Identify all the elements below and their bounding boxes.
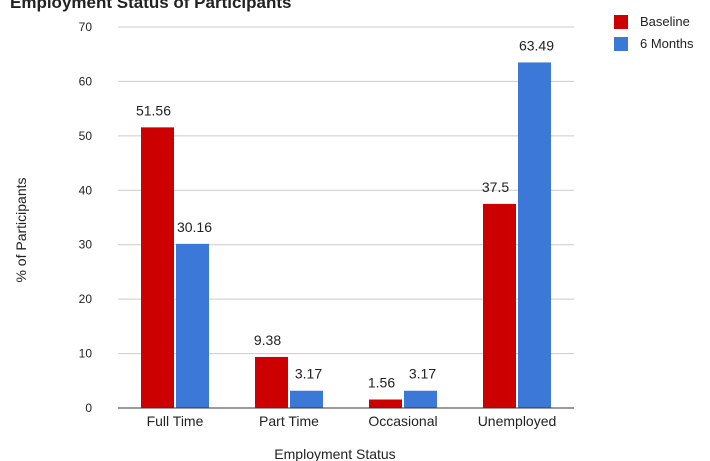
y-axis-title: % of Participants xyxy=(13,177,29,282)
legend: Baseline 6 Months xyxy=(614,14,694,51)
bar-6-months xyxy=(404,390,437,408)
y-tick-label: 10 xyxy=(79,347,93,361)
y-tick-label: 50 xyxy=(79,129,93,143)
bar-baseline xyxy=(141,127,174,409)
x-category-label: Occasional xyxy=(368,413,437,429)
legend-label: Baseline xyxy=(640,14,690,29)
bar-baseline xyxy=(483,203,516,408)
y-tick-label: 20 xyxy=(79,292,93,306)
y-tick-label: 70 xyxy=(79,20,93,34)
data-labels: 51.56 30.16 9.38 3.17 1.56 3.17 37.5 63.49 xyxy=(136,37,554,390)
bar-baseline xyxy=(255,356,288,408)
legend-swatch xyxy=(614,15,628,29)
bars xyxy=(141,62,551,409)
data-label: 1.56 xyxy=(368,375,395,391)
chart-title: Employment Status of Participants xyxy=(10,0,292,12)
x-category-label: Part Time xyxy=(259,413,319,429)
legend-swatch xyxy=(614,37,628,51)
x-axis-title: Employment Status xyxy=(274,446,395,461)
y-tick-label: 60 xyxy=(79,74,93,88)
y-tick-label: 0 xyxy=(85,401,92,415)
data-label: 3.17 xyxy=(409,366,436,382)
bar-6-months xyxy=(518,62,551,409)
bar-6-months xyxy=(290,390,323,408)
data-label: 3.17 xyxy=(295,366,322,382)
data-label: 9.38 xyxy=(254,332,281,348)
legend-label: 6 Months xyxy=(640,36,694,51)
data-label: 30.16 xyxy=(177,219,212,235)
bar-6-months xyxy=(176,243,209,408)
bar-baseline xyxy=(369,399,402,408)
y-tick-label: 40 xyxy=(79,183,93,197)
y-axis-ticks: 0 10 20 30 40 50 60 70 xyxy=(79,20,93,415)
x-axis-categories: Full Time Part Time Occasional Unemployed xyxy=(147,413,557,429)
x-category-label: Full Time xyxy=(147,413,204,429)
data-label: 63.49 xyxy=(519,37,554,53)
y-tick-label: 30 xyxy=(79,238,93,252)
data-label: 51.56 xyxy=(136,102,171,118)
data-label: 37.5 xyxy=(482,179,509,195)
x-category-label: Unemployed xyxy=(478,413,557,429)
